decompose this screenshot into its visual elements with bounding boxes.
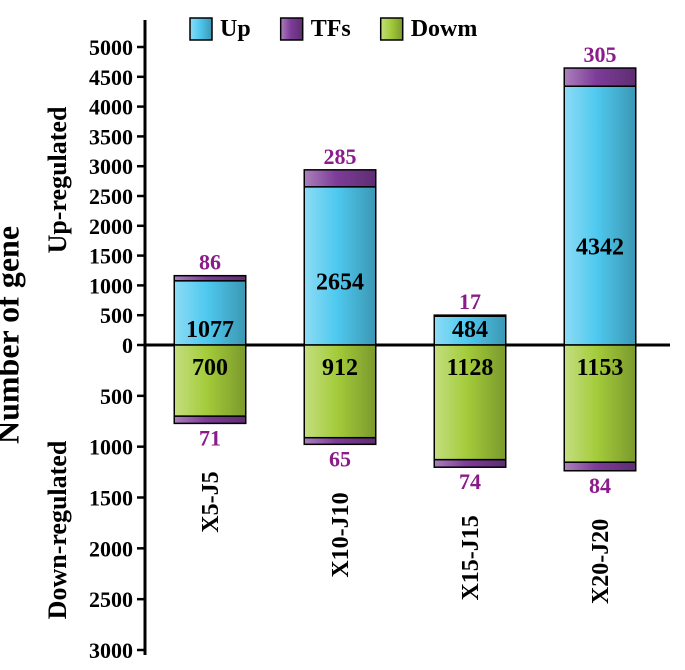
value-down-tf: 65 [329,446,351,471]
value-down: 1153 [577,355,624,381]
chart-container: Number of gene Up-regulated Down-regulat… [0,0,685,670]
bar-up [304,187,376,345]
bar-up-tf [564,68,636,86]
value-up-tf: 285 [324,144,357,169]
y-tick-down: 500 [100,384,133,409]
value-down-tf: 71 [199,425,221,450]
legend-tfs-swatch [281,18,303,40]
y-tick-up: 4000 [89,95,133,120]
category-label: X10-J10 [328,492,354,577]
y-axis-label-main: Number of gene [0,226,27,444]
value-down-tf: 74 [459,469,481,494]
value-down: 1128 [447,355,494,381]
bar-down-tf [564,462,636,471]
category-label: X20-J20 [588,519,614,604]
y-tick-up: 4500 [89,65,133,90]
y-tick-down: 2000 [89,536,133,561]
y-tick-up: 500 [100,303,133,328]
y-tick-up: 3000 [89,154,133,179]
y-tick-down: 2500 [89,587,133,612]
value-up: 2654 [316,270,364,296]
y-tick-up: 0 [122,333,133,358]
legend-tfs-label: TFs [311,16,351,42]
bar-up-tf [304,170,376,187]
category-label: X5-J5 [198,471,224,532]
bar-up-tf [174,276,246,281]
y-tick-down: 1500 [89,486,133,511]
value-down: 912 [322,355,358,381]
value-up-tf: 86 [199,250,221,275]
y-axis-label-down: Down-regulated [43,441,73,620]
value-up-tf: 305 [584,42,617,67]
bar-down-tf [434,460,506,468]
chart-svg: 0 500 1000 1500 2000 2500 3000 3500 4000 4500 5000… [0,0,685,670]
legend-up-label: Up [220,16,251,42]
bar-down-tf [174,416,246,423]
y-tick-up: 1500 [89,244,133,269]
value-down-tf: 84 [589,473,611,498]
bar-down-tf [304,438,376,445]
category-label: X15-J15 [458,515,484,600]
legend-down-swatch [381,18,403,40]
value-up-tf: 17 [459,289,481,314]
y-tick-down: 3000 [89,638,133,663]
bar-up-tf [434,315,506,316]
value-up: 4342 [576,234,624,260]
y-tick-down: 1000 [89,435,133,460]
value-up: 484 [452,317,488,343]
y-tick-up: 2000 [89,214,133,239]
value-down: 700 [192,355,228,381]
legend-down-label: Dowm [411,16,478,42]
y-tick-up: 3500 [89,124,133,149]
y-tick-up: 1000 [89,273,133,298]
value-up: 1077 [186,317,234,343]
legend-up-swatch [190,18,212,40]
y-tick-up: 5000 [89,35,133,60]
y-tick-up: 2500 [89,184,133,209]
y-axis-label-up: Up-regulated [43,107,73,254]
bar-up [564,86,636,345]
